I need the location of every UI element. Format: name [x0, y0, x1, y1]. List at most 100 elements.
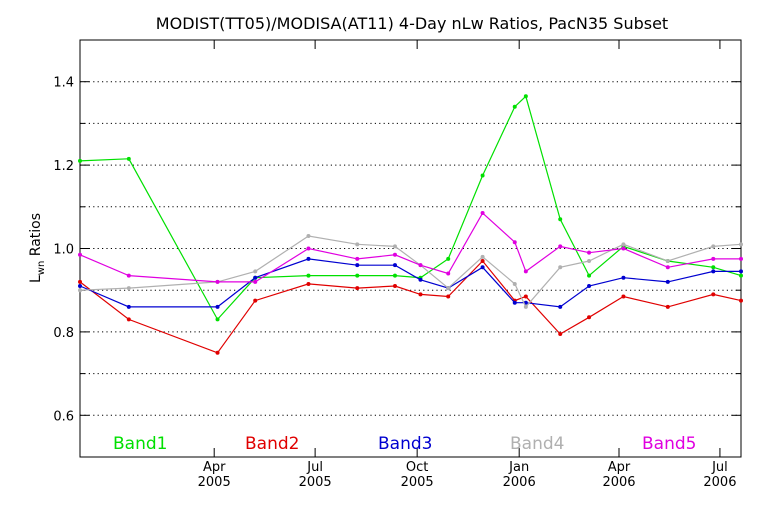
data-point-band5 — [78, 252, 82, 257]
data-point-band5 — [523, 269, 528, 274]
y-tick-label: 0.6 — [53, 409, 74, 424]
data-point-band4 — [78, 288, 82, 293]
data-point-band4 — [523, 304, 528, 309]
data-point-band1 — [78, 158, 82, 163]
data-point-band2 — [480, 259, 485, 264]
data-point-band3 — [126, 304, 131, 309]
data-point-band3 — [392, 263, 397, 268]
data-point-band5 — [392, 252, 397, 257]
data-point-band2 — [306, 281, 311, 286]
y-axis-label: Lwn Ratios — [28, 213, 47, 283]
data-point-band4 — [558, 265, 563, 270]
data-point-band5 — [558, 244, 563, 249]
data-point-band2 — [446, 294, 451, 299]
series-band2 — [78, 259, 743, 355]
series-band5 — [78, 211, 743, 284]
data-point-band5 — [306, 246, 311, 251]
data-point-band1 — [587, 273, 592, 278]
data-point-band1 — [739, 273, 743, 278]
data-point-band4 — [253, 269, 258, 274]
series-band1 — [78, 94, 743, 322]
x-tick-month: Oct — [406, 460, 428, 475]
data-point-band2 — [523, 294, 528, 299]
x-tick-month: Jul — [306, 460, 323, 475]
data-point-band5 — [621, 246, 626, 251]
y-tick-label: 0.8 — [53, 326, 74, 341]
x-tick-year: 2005 — [401, 475, 434, 490]
data-point-band4 — [126, 286, 131, 291]
data-point-band1 — [711, 265, 716, 270]
data-point-band2 — [418, 292, 423, 297]
x-tick-year: 2006 — [703, 475, 736, 490]
data-point-band4 — [446, 286, 451, 291]
data-point-band5 — [253, 279, 258, 284]
data-point-band4 — [355, 242, 360, 247]
x-tick-month: Apr — [608, 460, 631, 475]
data-point-band2 — [665, 304, 670, 309]
data-point-band4 — [480, 254, 485, 259]
legend-entry-band3: Band3 — [378, 434, 432, 454]
series-line-band2 — [79, 260, 742, 354]
y-axis-label-rest: Ratios — [28, 213, 44, 261]
data-point-band3 — [480, 265, 485, 270]
data-point-band2 — [78, 279, 82, 284]
legend-entry-band2: Band2 — [245, 434, 299, 454]
data-point-band2 — [215, 350, 220, 355]
legend-entry-band4: Band4 — [510, 434, 564, 454]
data-point-band3 — [739, 269, 743, 274]
data-point-band3 — [665, 279, 670, 284]
data-point-band1 — [392, 273, 397, 278]
data-point-band3 — [587, 284, 592, 289]
data-point-band3 — [355, 263, 360, 268]
data-point-band5 — [446, 271, 451, 276]
data-point-band5 — [355, 256, 360, 261]
data-point-band1 — [523, 94, 528, 99]
data-point-band2 — [587, 315, 592, 320]
data-point-band5 — [665, 265, 670, 270]
series-line-band5 — [79, 212, 741, 283]
x-tick-month: Jul — [711, 460, 728, 475]
series-band4 — [78, 233, 743, 309]
x-tick-month: Jan — [508, 460, 529, 475]
y-tick-label: 1.4 — [53, 76, 74, 91]
data-point-band5 — [739, 256, 743, 261]
data-point-band1 — [446, 256, 451, 261]
y-axis-label-sub: wn — [36, 261, 47, 276]
data-point-band3 — [621, 275, 626, 280]
data-point-band4 — [711, 244, 716, 249]
data-point-band5 — [587, 250, 592, 255]
data-point-band4 — [665, 259, 670, 264]
data-point-band2 — [253, 298, 258, 303]
x-tick-year: 2005 — [198, 475, 231, 490]
data-point-band3 — [306, 256, 311, 261]
y-tick-label: 1.2 — [53, 159, 74, 174]
data-point-band5 — [480, 211, 485, 216]
x-axis: Apr2005Jul2005Oct2005Jan2006Apr2006Jul20… — [198, 40, 736, 490]
data-point-band2 — [126, 317, 131, 322]
series-layer — [78, 94, 743, 355]
data-point-band3 — [512, 300, 517, 305]
series-line-band1 — [79, 95, 742, 321]
x-tick-year: 2006 — [602, 475, 635, 490]
data-point-band1 — [126, 156, 131, 161]
data-point-band3 — [418, 277, 423, 282]
data-point-band2 — [711, 292, 716, 297]
data-point-band4 — [512, 281, 517, 286]
data-point-band4 — [306, 233, 311, 238]
data-point-band2 — [355, 286, 360, 291]
chart-title: MODIST(TT05)/MODISA(AT11) 4-Day nLw Rati… — [156, 14, 668, 33]
data-point-band5 — [126, 273, 131, 278]
series-line-band4 — [79, 235, 742, 308]
data-point-band4 — [621, 242, 626, 247]
data-point-band1 — [558, 217, 563, 222]
gridlines — [80, 39, 741, 458]
data-point-band1 — [306, 273, 311, 278]
data-point-band1 — [512, 104, 517, 109]
data-point-band4 — [587, 259, 592, 264]
data-point-band2 — [558, 331, 563, 336]
y-axis: 0.6 0.8 1.0 1.2 1.4 — [53, 39, 741, 458]
data-point-band1 — [355, 273, 360, 278]
data-point-band3 — [253, 275, 258, 280]
data-point-band3 — [711, 269, 716, 274]
